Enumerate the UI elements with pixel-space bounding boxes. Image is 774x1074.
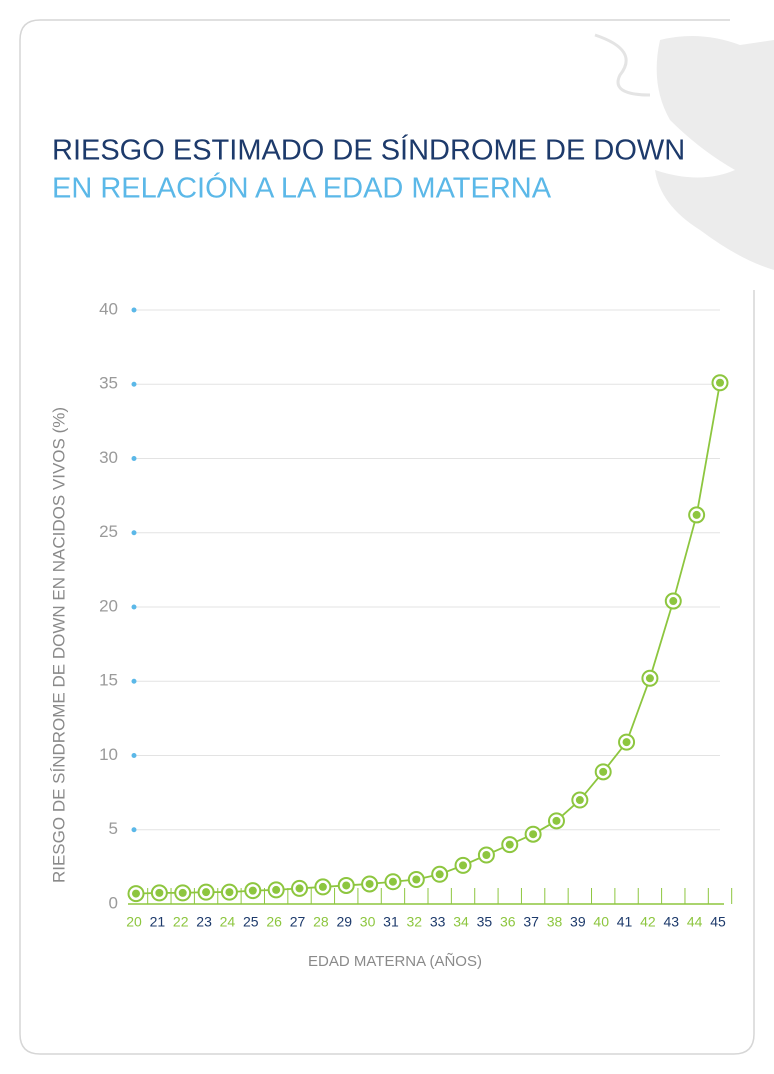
x-tick-label: 40: [593, 914, 609, 930]
point: [132, 889, 140, 898]
y-tick-label: 0: [109, 893, 118, 912]
point: [692, 510, 701, 519]
point: [622, 738, 631, 747]
point: [529, 830, 538, 839]
x-tick-label: 25: [243, 914, 259, 930]
y-tick-dot: [131, 753, 137, 758]
point: [599, 767, 608, 776]
point: [482, 850, 491, 859]
x-tick-label: 35: [477, 914, 493, 930]
y-tick-label: 35: [99, 374, 118, 393]
point: [388, 877, 397, 886]
x-tick-label: 37: [523, 914, 539, 930]
x-tick-label: 36: [500, 914, 516, 930]
point: [272, 885, 281, 894]
x-tick-label: 41: [617, 914, 633, 930]
x-tick-label: 23: [196, 914, 212, 930]
x-tick-label: 39: [570, 914, 586, 930]
y-tick-label: 20: [99, 596, 118, 615]
x-tick-label: 29: [336, 914, 352, 930]
point: [669, 597, 678, 606]
y-tick-dot: [131, 678, 137, 684]
point: [552, 816, 561, 825]
x-tick-label: 24: [220, 914, 236, 930]
point: [459, 861, 468, 870]
x-tick-label: 30: [360, 914, 376, 930]
point: [202, 888, 211, 897]
point: [248, 886, 257, 895]
y-tick-dot: [131, 827, 137, 833]
point: [155, 888, 164, 897]
decoration: [19, 19, 774, 1055]
point: [505, 840, 514, 849]
y-tick-label: 5: [109, 819, 118, 838]
point: [178, 888, 187, 897]
point: [645, 674, 654, 683]
y-tick-dot: [131, 604, 137, 610]
x-tick-label: 22: [173, 914, 189, 930]
x-tick-label: 20: [126, 914, 142, 930]
y-tick-dot: [131, 456, 137, 461]
y-tick-dot: [131, 381, 137, 387]
y-tick-dot: [131, 530, 137, 536]
y-tick-label: 10: [99, 745, 118, 764]
x-tick-label: 33: [430, 914, 446, 930]
data-line: [135, 382, 721, 895]
x-tick-label: 42: [640, 914, 656, 930]
point: [412, 875, 421, 884]
point: [716, 378, 724, 387]
point: [365, 879, 374, 888]
x-tick-label: 21: [150, 914, 166, 930]
point: [318, 882, 327, 891]
y-tick-label: 30: [99, 448, 118, 467]
chart-title: RIESGO ESTIMADO DE SÍNDROME DE DOWN: [52, 134, 685, 167]
x-tick-label: 43: [663, 914, 679, 930]
point: [435, 870, 444, 879]
x-tick-label: 27: [290, 914, 306, 930]
point: [342, 881, 351, 890]
x-tick-label: 45: [710, 914, 726, 930]
y-tick-label: 40: [99, 299, 118, 318]
x-tick-label: 28: [313, 914, 329, 930]
y-tick-dot: [131, 307, 137, 313]
y-tick-label: 25: [99, 522, 118, 541]
x-tick-label: 34: [453, 914, 469, 930]
point: [295, 884, 304, 893]
point: [575, 796, 584, 805]
y-tick-label: 15: [99, 671, 118, 690]
x-tick-label: 32: [407, 914, 423, 930]
x-tick-label: 38: [547, 914, 563, 930]
point: [225, 888, 234, 897]
x-axis-label: EDAD MATERNA (AÑOS): [308, 953, 482, 970]
x-tick-label: 31: [383, 914, 399, 930]
chart-subtitle: EN RELACIÓN A LA EDAD MATERNA: [52, 172, 552, 205]
y-axis-label: RIESGO DE SÍNDROME DE DOWN EN NACIDOS VI…: [49, 407, 68, 883]
x-tick-label: 26: [266, 914, 282, 930]
x-tick-label: 44: [687, 914, 703, 930]
